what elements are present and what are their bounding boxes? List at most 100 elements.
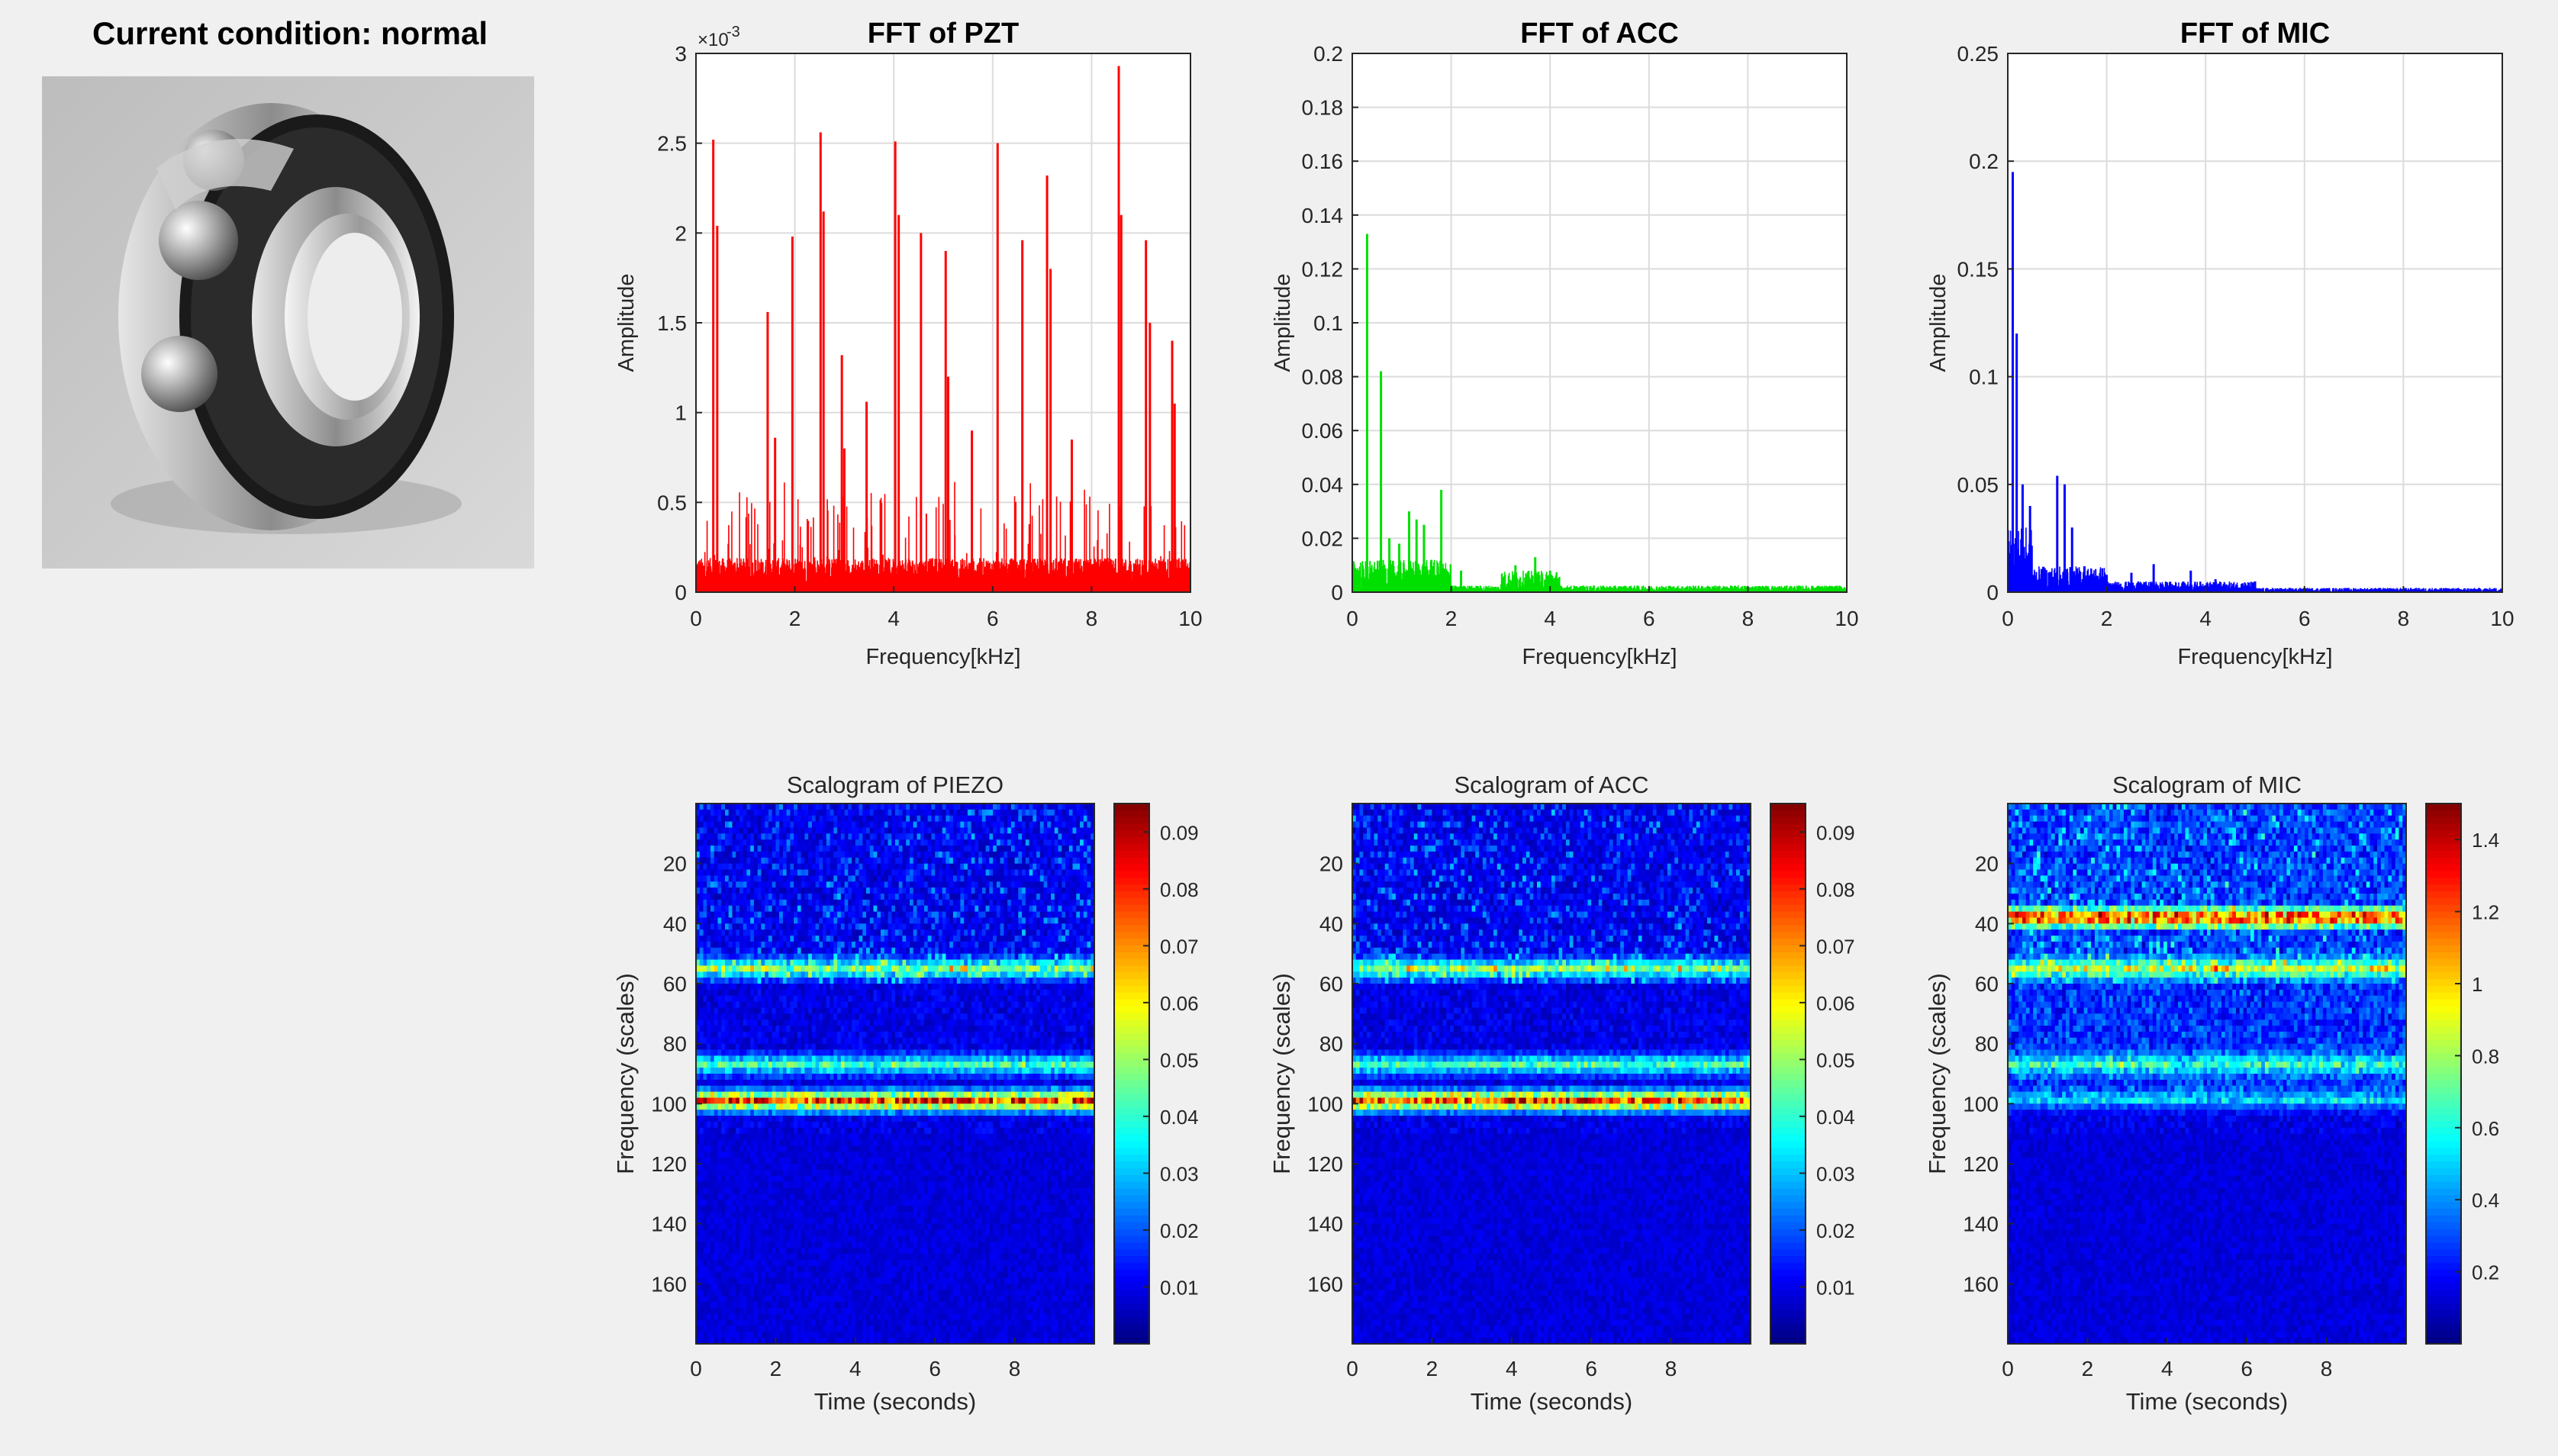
scalogram-cell [823,923,826,930]
scalogram-cell [775,810,779,817]
scalogram-cell [801,1008,805,1015]
scalogram-cell [891,887,895,894]
scalogram-cell [975,875,978,882]
scalogram-cell [971,1050,975,1057]
scalogram-cell [714,906,718,913]
scalogram-cell [1084,810,1087,817]
scalogram-cell [1036,954,1040,961]
scalogram-cell [1011,858,1015,865]
scalogram-cell [997,1038,1000,1045]
scalogram-cell [913,942,917,949]
scalogram-cell [866,1044,870,1051]
scalogram-cell [1029,858,1033,865]
scalogram-cell [903,887,907,894]
scalogram-cell [906,1020,910,1026]
scalogram-cell [982,858,986,865]
scalogram-cell [845,1061,849,1068]
scalogram-cell [982,1038,986,1045]
scalogram-cell [968,948,971,955]
scalogram-cell [758,1044,762,1051]
scalogram-cell [841,822,845,829]
scalogram-cell [939,906,942,913]
scalogram-cell [899,881,903,888]
scalogram-cell [848,846,852,852]
scalogram-cell [790,1038,794,1045]
scalogram-cell [852,965,855,972]
scalogram-cell [775,864,779,871]
scalogram-cell [989,852,993,858]
scalogram-cell [859,1020,863,1026]
scalogram-cell [754,996,758,1003]
scalogram-cell [1040,960,1044,967]
scalogram-cell [830,900,834,907]
scalogram-cell [1076,894,1080,900]
scalogram-cell [700,1032,704,1039]
scalogram-cell [826,960,830,967]
scalogram-cell [1087,870,1091,877]
scalogram-cell [855,936,859,942]
scalogram-cell [986,894,990,900]
scalogram-cell [772,858,776,865]
scalogram-cell [932,984,936,991]
scalogram-cell [920,965,924,972]
scalogram-cell [906,1038,910,1045]
scalogram-cell [1062,942,1065,949]
scalogram-cell [1055,1038,1058,1045]
scalogram-cell [819,1013,823,1020]
scalogram-cell [710,929,714,936]
scalogram-cell [978,833,982,840]
scalogram-cell [946,954,949,961]
scalogram-cell [997,804,1000,810]
scalogram-cell [899,942,903,949]
scalogram-cell [819,816,823,823]
scalogram-cell [823,1008,826,1015]
scalogram-cell [978,822,982,829]
scalogram-cell [775,978,779,984]
scalogram-cell [845,858,849,865]
scalogram-cell [899,1026,903,1032]
scalogram-cell [855,900,859,907]
scalogram-cell [1058,960,1062,967]
scalogram-cell [1033,858,1036,865]
scalogram-cell [729,816,733,823]
scalogram-cell [1022,852,1026,858]
scalogram-cell [783,978,787,984]
x-tick-label: 2 [2101,607,2113,630]
scalogram-cell [852,810,855,817]
scalogram-cell [1000,942,1004,949]
scalogram-cell [837,1055,841,1062]
scalogram-cell [794,1061,797,1068]
scalogram-cell [1087,887,1091,894]
scalogram-cell [765,870,768,877]
scalogram-cell [823,1038,826,1045]
scalogram-cell [1047,918,1051,925]
scalogram-cell [1033,960,1036,967]
scalogram-cell [812,816,816,823]
scalogram-cell [920,810,924,817]
scalogram-cell [1015,984,1019,991]
scalogram-cell [830,996,834,1003]
scalogram-cell [1022,954,1026,961]
scalogram-cell [874,839,878,846]
scalogram-cell [1051,894,1055,900]
scalogram-cell [837,971,841,978]
scalogram-cell [765,894,768,900]
scalogram-cell [704,887,707,894]
scalogram-cell [1036,1020,1040,1026]
y-tick-label: 3 [675,42,687,66]
scalogram-cell [935,1013,939,1020]
scalogram-cell [733,900,736,907]
scalogram-cell [932,918,936,925]
scalogram-cell [928,828,932,835]
scalogram-cell [899,864,903,871]
scalogram-cell [1084,948,1087,955]
scalogram-cell [746,960,750,967]
scalogram-cell [819,990,823,997]
scalogram-cell [754,839,758,846]
scalogram-cell [830,936,834,942]
scalogram-cell [935,971,939,978]
scalogram-cell [1036,828,1040,835]
scalogram-cell [1047,1055,1051,1062]
scalogram-cell [881,1050,884,1057]
scalogram-cell [721,978,725,984]
